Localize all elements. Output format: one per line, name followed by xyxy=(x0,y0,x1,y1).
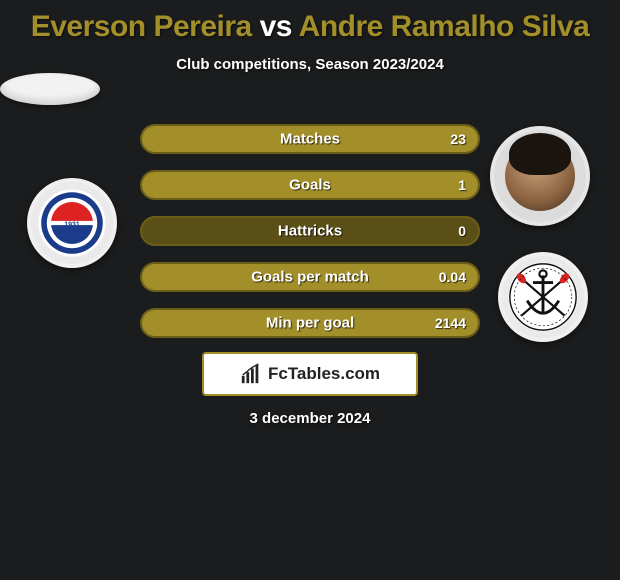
stat-value-right: 0.04 xyxy=(439,269,466,285)
stat-row: Goals 1 xyxy=(140,170,480,200)
vs-word: vs xyxy=(260,10,292,43)
stat-value-right: 1 xyxy=(458,177,466,193)
svg-text:1931: 1931 xyxy=(64,222,80,229)
fctables-logo[interactable]: FcTables.com xyxy=(202,352,418,396)
stat-bar: Goals per match 0.04 xyxy=(140,262,480,292)
player2-avatar xyxy=(490,126,590,226)
player2-head-icon xyxy=(505,141,575,211)
stat-row: Matches 23 xyxy=(140,124,480,154)
player2-club-badge xyxy=(498,252,588,342)
stat-bar: Hattricks 0 xyxy=(140,216,480,246)
player2-name: Andre Ramalho Silva xyxy=(299,10,590,43)
stat-label: Goals per match xyxy=(251,269,369,286)
stat-value-right: 0 xyxy=(458,223,466,239)
bahia-crest-icon: 1931 xyxy=(37,188,107,258)
date-label: 3 december 2024 xyxy=(0,410,620,427)
player1-avatar xyxy=(0,73,100,105)
stat-label: Hattricks xyxy=(278,223,342,240)
stat-bar: Matches 23 xyxy=(140,124,480,154)
corinthians-crest-icon xyxy=(507,261,579,333)
stat-row: Hattricks 0 xyxy=(140,216,480,246)
stat-label: Goals xyxy=(289,177,331,194)
stat-value-right: 2144 xyxy=(435,315,466,331)
stat-row: Min per goal 2144 xyxy=(140,308,480,338)
subtitle: Club competitions, Season 2023/2024 xyxy=(0,56,620,73)
stat-bar: Goals 1 xyxy=(140,170,480,200)
player1-name: Everson Pereira xyxy=(31,10,252,43)
stat-label: Matches xyxy=(280,131,340,148)
comparison-title: Everson Pereira vs Andre Ramalho Silva xyxy=(0,0,620,44)
stat-label: Min per goal xyxy=(266,315,354,332)
stat-value-right: 23 xyxy=(450,131,466,147)
fctables-logo-text: FcTables.com xyxy=(268,364,380,384)
stat-row: Goals per match 0.04 xyxy=(140,262,480,292)
stat-bar: Min per goal 2144 xyxy=(140,308,480,338)
bar-chart-icon xyxy=(240,363,262,385)
player1-club-badge: 1931 xyxy=(27,178,117,268)
